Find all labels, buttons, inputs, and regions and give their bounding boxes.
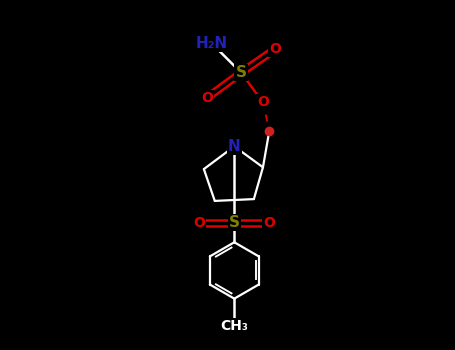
Text: O: O [263, 216, 275, 230]
Text: O: O [269, 42, 281, 56]
Text: O: O [201, 91, 213, 105]
Text: H₂N: H₂N [196, 36, 228, 51]
Text: S: S [229, 215, 240, 230]
Text: O: O [193, 216, 205, 230]
Text: O: O [257, 95, 269, 109]
Text: S: S [236, 65, 247, 80]
Text: N: N [228, 139, 241, 154]
Text: CH₃: CH₃ [220, 319, 248, 333]
